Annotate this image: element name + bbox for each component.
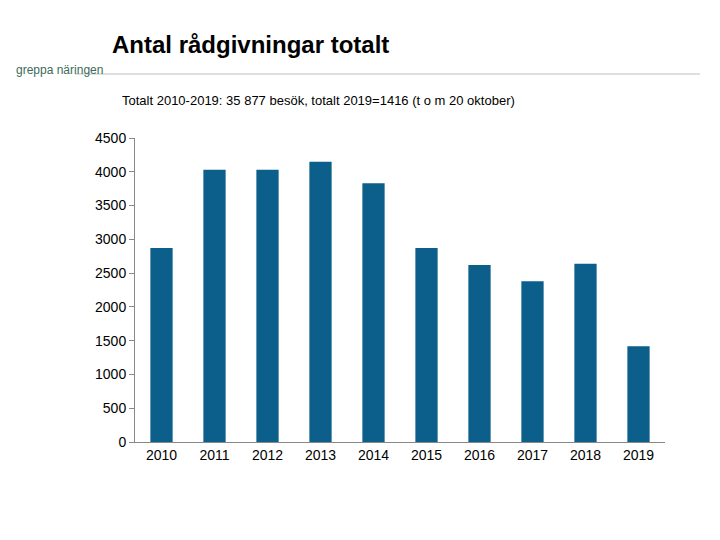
- svg-text:2010: 2010: [146, 447, 177, 463]
- svg-text:4500: 4500: [95, 130, 126, 146]
- svg-text:2015: 2015: [411, 447, 442, 463]
- svg-text:3000: 3000: [95, 231, 126, 247]
- svg-text:2018: 2018: [570, 447, 601, 463]
- svg-text:4000: 4000: [95, 164, 126, 180]
- svg-text:2012: 2012: [252, 447, 283, 463]
- svg-text:Antal rådgivningar totalt: Antal rådgivningar totalt: [112, 31, 389, 58]
- svg-text:500: 500: [103, 400, 127, 416]
- svg-text:2016: 2016: [464, 447, 495, 463]
- svg-text:greppa näringen: greppa näringen: [16, 63, 103, 77]
- svg-text:1000: 1000: [95, 366, 126, 382]
- svg-text:3500: 3500: [95, 197, 126, 213]
- svg-text:2013: 2013: [305, 447, 336, 463]
- svg-text:2019: 2019: [623, 447, 654, 463]
- svg-text:0: 0: [118, 434, 126, 450]
- svg-text:2011: 2011: [199, 447, 229, 463]
- svg-text:2000: 2000: [95, 299, 126, 315]
- svg-text:Totalt 2010-2019: 35 877 besök: Totalt 2010-2019: 35 877 besök, totalt 2…: [122, 93, 515, 108]
- svg-text:2500: 2500: [95, 265, 126, 281]
- svg-text:1500: 1500: [95, 333, 126, 349]
- svg-text:2014: 2014: [358, 447, 389, 463]
- svg-text:2017: 2017: [517, 447, 548, 463]
